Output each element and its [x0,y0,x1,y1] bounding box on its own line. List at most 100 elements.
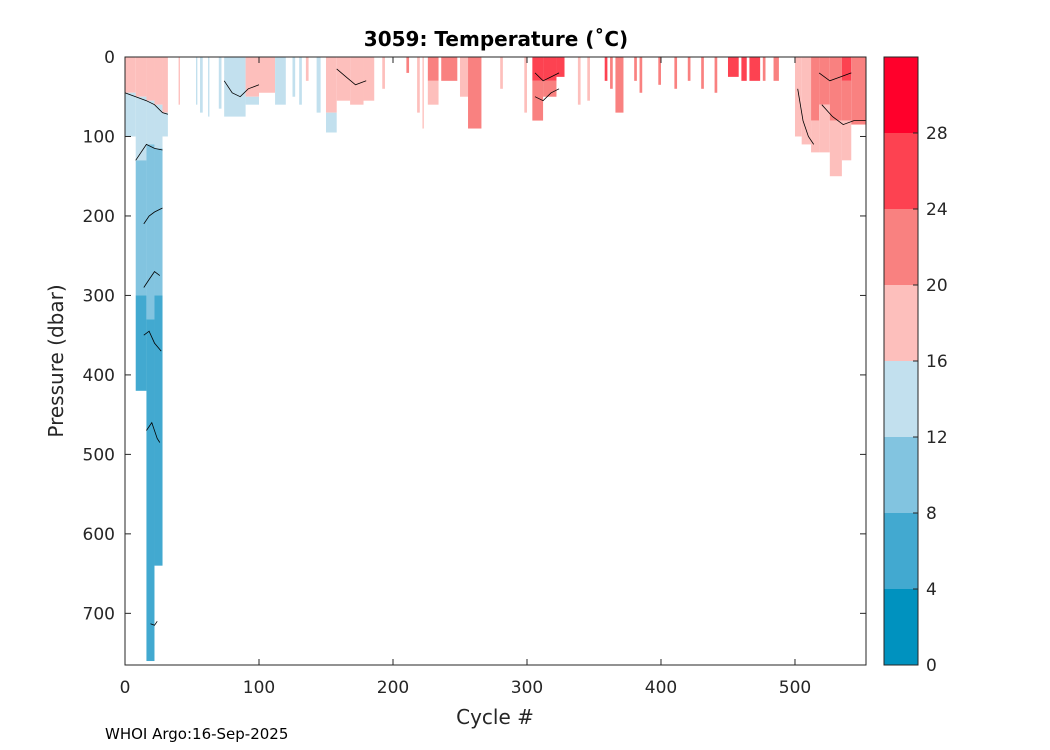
contour-line-16-0 [124,92,169,115]
y-tick-label-100: 100 [83,127,115,147]
profile-cell-9-0 [218,57,222,109]
contour-line-16-7 [223,80,260,98]
profile-cell-32-1 [532,80,544,121]
y-axis-label: Pressure (dbar) [44,284,68,437]
contour-line-20-13 [821,104,866,126]
colorbar-bin-2 [884,437,918,513]
profile-cell-4-1 [162,112,168,137]
contour-line-8-3 [143,271,161,288]
profile-cell-45-0 [701,57,704,89]
profile-cell-36-0 [587,57,590,101]
x-tick-label-100: 100 [243,678,275,698]
y-tick-label-0: 0 [104,48,115,68]
profile-cell-1-1 [135,96,147,161]
profile-cell-5-0 [178,57,180,105]
x-axis-label: Cycle # [456,705,534,729]
y-tick-label-500: 500 [83,445,115,465]
profile-cell-8-0 [208,57,210,117]
profile-cell-57-2 [841,120,852,161]
profile-cell-25-0 [422,57,424,129]
profile-cell-2-0 [146,57,155,101]
profile-cell-12-0 [258,57,276,93]
contour-lines [124,68,866,626]
colorbar-bin-6 [884,133,918,209]
profile-cell-4-0 [162,57,168,113]
profile-cell-26-1 [427,80,439,105]
profile-cell-17-0 [316,57,321,113]
y-tick-label-400: 400 [83,366,115,386]
y-tick-label-200: 200 [83,207,115,227]
x-axis-ticks: 0 100 200 300 400 500 [120,57,811,698]
contour-line-8-4 [143,330,162,352]
profile-cell-13-0 [275,57,286,105]
profile-cell-21-0 [363,57,375,101]
footer-timestamp: WHOI Argo:16-Sep-2025 [105,725,289,743]
profile-cell-10-0 [224,57,246,117]
colorbar-tick-label-0: 0 [926,656,937,676]
profile-cell-24-0 [417,57,420,113]
profile-cell-50-0 [762,57,766,81]
contour-line-20-10 [534,88,560,102]
profile-cell-41-0 [639,57,643,93]
profile-cell-19-0 [336,57,351,101]
contour-line-4-6 [150,621,158,626]
contour-line-4-5 [146,421,161,443]
profile-cell-15-0 [299,57,302,105]
profile-cell-26-0 [427,57,439,81]
colorbar-bin-5 [884,209,918,285]
profile-cell-3-2 [154,148,163,296]
profile-cell-3-3 [154,295,163,566]
profile-cell-16-0 [305,57,309,81]
profile-cell-52-0 [794,57,802,137]
profile-cell-33-0 [543,57,557,81]
profile-cell-43-0 [674,57,678,89]
profile-cell-31-0 [524,57,527,113]
profile-cell-39-0 [615,57,624,113]
colorbar-tick-label-8: 8 [926,504,937,524]
profile-cell-42-0 [658,57,661,85]
profile-cell-14-0 [292,57,296,97]
profile-cell-18-1 [325,112,337,133]
profile-cell-32-0 [532,57,544,81]
colorbar-bin-7 [884,57,918,133]
contour-line-24-12 [818,72,852,82]
profile-cell-56-1 [829,120,842,177]
profile-cell-18-0 [325,57,337,113]
profile-cell-1-0 [135,57,147,97]
profile-cell-34-0 [556,57,565,77]
profile-cell-27-0 [441,57,458,81]
profile-cell-33-1 [543,80,557,97]
profile-cell-3-0 [154,57,163,105]
profile-cell-40-0 [634,57,637,81]
colorbar-bins [884,57,918,665]
profile-cell-0-0 [125,57,136,93]
contour-line-20-11 [797,88,815,145]
plot-area: 0 100 200 300 400 500 0 100 200 300 400 500 600 700 [83,48,867,698]
x-tick-label-200: 200 [377,678,409,698]
x-tick-label-300: 300 [511,678,543,698]
profile-cell-11-1 [245,96,259,105]
contour-line-8-2 [143,207,163,225]
profile-cell-55-1 [819,104,830,153]
chart-title: 3059: Temperature (˚C) [364,27,628,51]
colorbar-tick-label-28: 28 [926,124,948,144]
profile-cell-2-1 [146,100,155,145]
profile-cell-22-0 [382,57,385,89]
profile-cell-23-0 [406,57,410,73]
colorbar-tick-label-24: 24 [926,200,948,220]
profile-cell-51-0 [773,57,779,81]
profile-cell-11-0 [245,57,259,97]
colorbar-tick-label-12: 12 [926,428,948,448]
contour-line-20-8 [336,68,367,86]
profile-cell-2-2 [146,144,155,320]
profile-cell-44-0 [687,57,691,81]
profile-cell-55-0 [819,57,830,105]
profile-cell-54-1 [811,120,820,153]
colorbar-bin-0 [884,589,918,665]
plot-background [125,57,866,665]
colorbar-ticks: 0 4 8 12 16 20 24 28 [913,124,948,676]
y-tick-label-300: 300 [83,286,115,306]
profile-cell-48-0 [741,57,747,81]
profile-cell-53-0 [801,57,812,145]
